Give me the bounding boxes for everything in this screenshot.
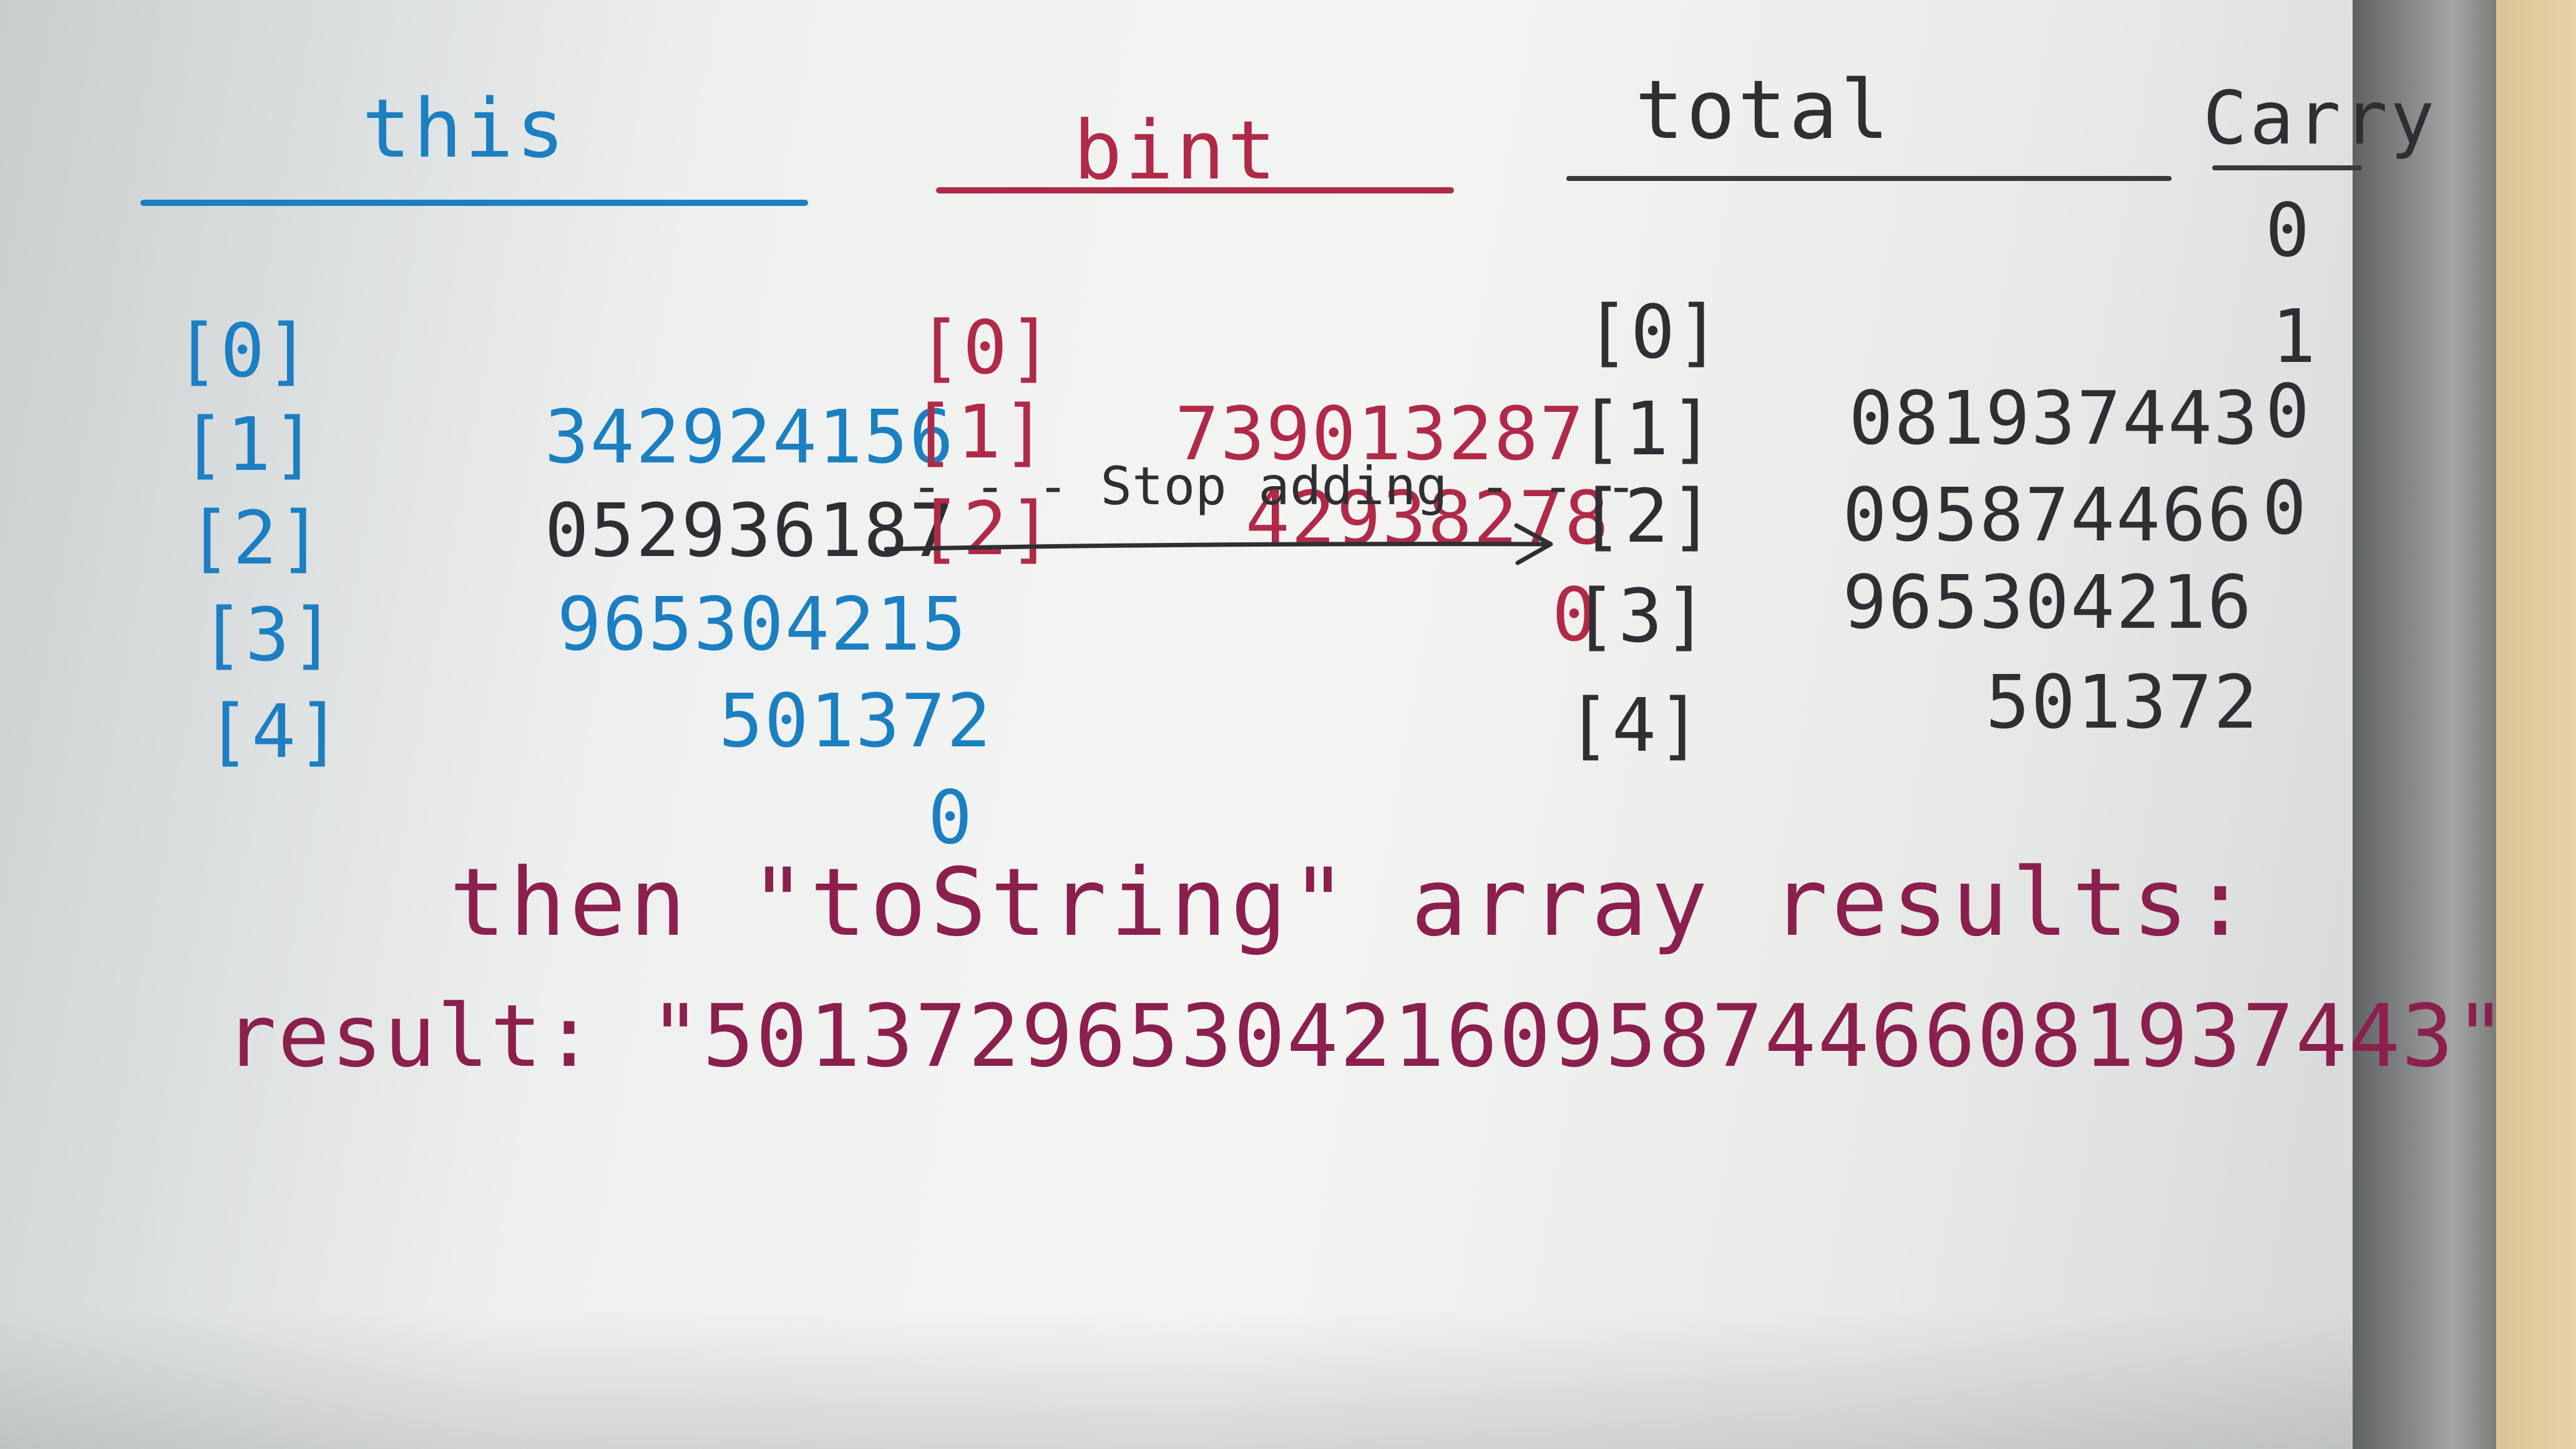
this-value-2: 965304215 — [557, 581, 967, 667]
total-index-2: [2] — [1579, 473, 1716, 559]
this-value-4: 0 — [927, 774, 973, 861]
footer-line-1: then "toString" array results: — [449, 849, 2253, 957]
carry-value-3: 0 — [2262, 465, 2308, 551]
footer-line-2: result: "5013729653042160958744660819374… — [225, 986, 2508, 1086]
total-value-1: 095874466 — [1842, 472, 2253, 558]
bint-index-1: [1] — [911, 389, 1048, 475]
total-index-0: [0] — [1585, 289, 1722, 375]
this-row-1: [1] 052936187 — [181, 315, 954, 573]
bint-header: bint — [1073, 103, 1279, 198]
this-header-underline — [140, 200, 808, 206]
bint-index-0: [0] — [917, 305, 1055, 391]
total-index-1: [1] — [1579, 386, 1716, 472]
total-value-2: 965304216 — [1842, 559, 2253, 645]
total-header-underline — [1566, 176, 2172, 181]
this-index-4: [4] — [206, 688, 343, 774]
carry-value-2: 0 — [2265, 368, 2311, 454]
bint-row-2: [2] 0 — [917, 399, 1596, 658]
total-row-4: [4] — [1566, 596, 1702, 854]
wall — [2496, 0, 2576, 1449]
total-header: total — [1635, 62, 1892, 157]
carry-value-1: 1 — [2271, 293, 2318, 379]
bint-value-0: 739013287 — [1174, 391, 1585, 477]
this-header: this — [362, 81, 568, 176]
bint-index-2: [2] — [917, 485, 1055, 572]
this-index-2: [2] — [187, 495, 324, 581]
total-index-4: [4] — [1566, 682, 1704, 768]
carry-value-0: 0 — [2265, 187, 2311, 273]
this-index-0: [0] — [175, 308, 312, 394]
this-row-4: [4] 0 — [206, 602, 972, 861]
total-row-2: [2] 965304216 — [1579, 387, 2252, 645]
this-value-1: 052936187 — [544, 487, 955, 573]
total-row-3: [3] 501372 — [1573, 487, 2258, 745]
total-index-3: [3] — [1573, 573, 1710, 659]
whiteboard-frame — [2353, 0, 2496, 1449]
total-row-0: [0] 081937443 — [1585, 203, 2258, 461]
total-row-1: [1] 095874466 — [1579, 300, 2252, 558]
whiteboard — [0, 0, 2353, 1449]
stop-adding-arrow — [884, 523, 1553, 565]
this-index-3: [3] — [200, 592, 337, 678]
bint-row-0: [0] 739013287 — [917, 218, 1584, 477]
bint-header-underline — [936, 187, 1454, 193]
this-row-0: [0] 342924156 — [175, 222, 954, 480]
this-row-3: [3] 501372 — [200, 505, 991, 764]
this-row-2: [2] 965304215 — [187, 409, 966, 667]
stop-adding-label: - - - Stop adding - - - — [911, 456, 1637, 517]
carry-header: Carry — [2203, 75, 2437, 161]
this-index-1: [1] — [181, 401, 318, 487]
this-value-3: 501372 — [718, 678, 992, 764]
bint-value-2: 0 — [1551, 572, 1598, 658]
total-value-0: 081937443 — [1848, 375, 2259, 461]
total-value-3: 501372 — [1985, 659, 2259, 745]
this-value-0: 342924156 — [544, 394, 955, 480]
board-shadow — [0, 1310, 2353, 1449]
carry-header-underline — [2212, 165, 2362, 170]
